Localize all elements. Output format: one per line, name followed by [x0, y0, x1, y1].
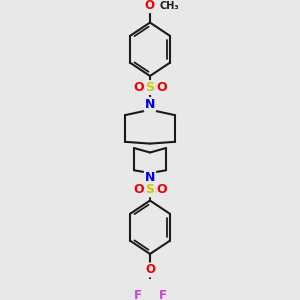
Text: S: S	[146, 183, 154, 196]
Text: F: F	[134, 289, 142, 300]
Text: CH₃: CH₃	[160, 1, 179, 11]
Text: N: N	[145, 98, 155, 111]
Text: O: O	[133, 183, 144, 196]
Text: O: O	[133, 81, 144, 94]
Text: F: F	[158, 289, 166, 300]
Text: O: O	[144, 0, 154, 12]
Text: O: O	[156, 81, 167, 94]
Text: S: S	[146, 81, 154, 94]
Text: N: N	[145, 171, 155, 184]
Text: O: O	[156, 183, 167, 196]
Text: O: O	[145, 263, 155, 277]
